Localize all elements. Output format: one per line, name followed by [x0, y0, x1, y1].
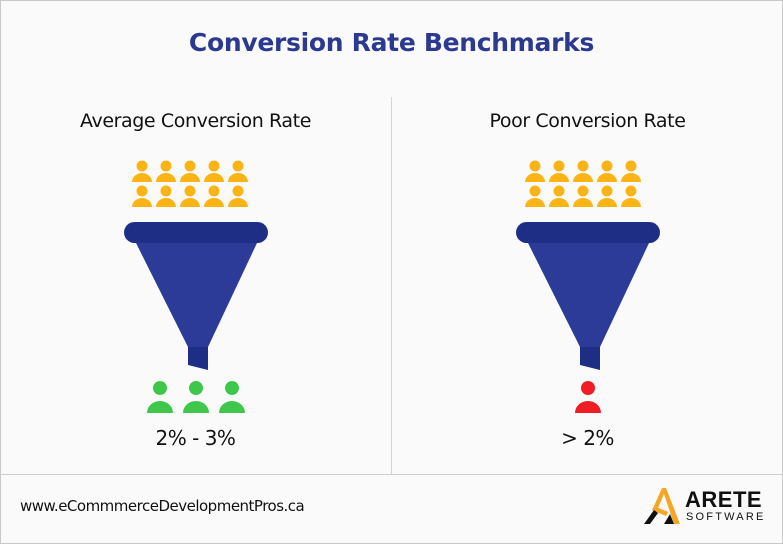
person-icon [156, 185, 176, 207]
person-icon [621, 160, 641, 182]
person-icon [228, 185, 248, 207]
logo-name: ARETE [685, 487, 763, 512]
person-icon [573, 185, 593, 207]
person-icon [182, 381, 209, 413]
logo-subtitle: SOFTWARE [686, 511, 766, 523]
average-rate-column: Average Conversion Rate 2% - 3% [0, 0, 391, 474]
funnel-spout [188, 347, 208, 370]
converted-people-icons [146, 381, 245, 413]
column-divider [391, 97, 392, 474]
person-icon [573, 160, 593, 182]
person-icon [228, 160, 248, 182]
footer-divider [0, 474, 783, 475]
poor-rate-value: > 2% [561, 426, 614, 450]
person-icon [204, 160, 224, 182]
person-icon [180, 185, 200, 207]
poor-rate-heading: Poor Conversion Rate [489, 110, 686, 132]
person-icon [597, 160, 617, 182]
person-icon [132, 160, 152, 182]
person-icon [621, 185, 641, 207]
converted-people [392, 378, 783, 418]
funnel-rim [516, 222, 660, 243]
visitor-people-icons [132, 160, 248, 207]
visitor-people-icons [525, 160, 641, 207]
person-icon [574, 381, 601, 413]
funnel-rim [124, 222, 268, 243]
person-icon [525, 160, 545, 182]
converted-people-icons [574, 381, 601, 413]
person-icon [204, 185, 224, 207]
page-title: Conversion Rate Benchmarks [188, 28, 595, 57]
arete-logo: ARETE SOFTWARE [640, 484, 770, 530]
person-icon [525, 185, 545, 207]
person-icon [549, 185, 569, 207]
funnel-icon [124, 160, 268, 370]
website-link[interactable]: www.eCommmerceDevelopmentPros.ca [20, 497, 305, 515]
average-rate-heading: Average Conversion Rate [80, 110, 311, 132]
arete-logo-mark-icon [644, 488, 680, 524]
person-icon [156, 160, 176, 182]
person-icon [180, 160, 200, 182]
average-rate-value: 2% - 3% [155, 426, 236, 450]
funnel-icon [516, 160, 660, 370]
funnel-cone [136, 243, 257, 347]
funnel-spout [580, 347, 600, 370]
person-icon [549, 160, 569, 182]
person-icon [218, 381, 245, 413]
person-icon [597, 185, 617, 207]
person-icon [132, 185, 152, 207]
funnel-cone [528, 243, 649, 347]
poor-rate-column: Poor Conversion Rate > 2% [392, 0, 783, 474]
person-icon [146, 381, 173, 413]
converted-people [0, 378, 391, 418]
